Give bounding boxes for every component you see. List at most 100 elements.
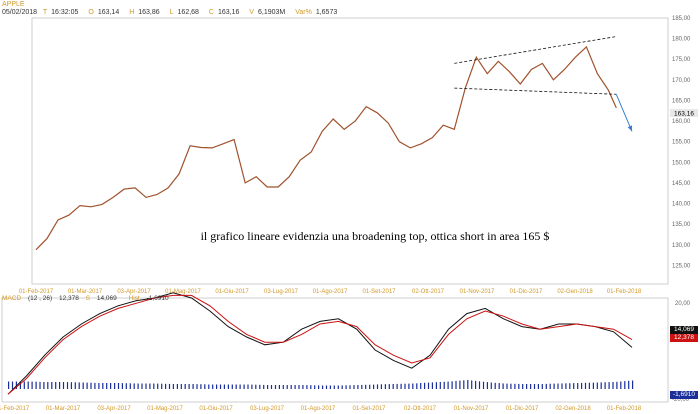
hist-key: Hist — [128, 295, 140, 302]
histogram-bar — [600, 382, 602, 389]
histogram-bar — [384, 384, 386, 389]
histogram-bar — [263, 384, 265, 389]
macd-x-tick-label: 01-Ago-2017 — [301, 406, 336, 412]
histogram-bar — [235, 384, 237, 389]
macd-x-tick-label: 01-Nov-2017 — [454, 406, 489, 412]
histogram-bar — [192, 384, 194, 389]
forecast-arrow — [615, 94, 633, 132]
price-y-tick-label: 140,00 — [672, 202, 691, 208]
histogram-bar — [43, 382, 45, 389]
macd-series-line — [7, 292, 633, 395]
histogram-bar — [188, 384, 190, 389]
histogram-bar — [420, 383, 422, 389]
histogram-bar — [490, 382, 492, 389]
histogram-bar — [157, 383, 159, 389]
macd-x-tick-label: 02-Ott-2017 — [404, 406, 437, 412]
macd-x-tick-label: 01-Mag-2017 — [147, 406, 183, 412]
histogram-bar — [231, 384, 233, 389]
histogram-bar — [522, 384, 524, 389]
histogram-bar — [333, 385, 335, 389]
histogram-bar — [259, 384, 261, 389]
histogram-bar — [380, 384, 382, 389]
quote-date: 05/02/2018 — [2, 9, 38, 16]
macd-y-max: 20,00 — [675, 301, 691, 307]
histogram-bar — [345, 385, 347, 389]
histogram-bar — [537, 384, 539, 389]
histogram-bar — [577, 383, 579, 389]
histogram-bar — [451, 381, 453, 389]
quote-open: 163,14 — [97, 9, 120, 16]
price-y-tick-label: 185,00 — [672, 16, 691, 22]
histogram-bar — [70, 382, 72, 389]
price-x-tick-label: 03-Lug-2017 — [264, 289, 299, 295]
histogram-bar — [204, 384, 206, 389]
price-y-tick-label: 175,00 — [672, 57, 691, 63]
price-x-tick-label: 01-Mag-2017 — [165, 289, 201, 295]
chart-annotation: il grafico lineare evidenzia una broaden… — [201, 229, 550, 243]
histogram-bar — [314, 385, 316, 389]
macd-params: (12 , 26) — [27, 295, 53, 302]
histogram-bar — [365, 384, 367, 389]
histogram-bar — [270, 385, 273, 389]
price-label-box — [670, 109, 698, 117]
histogram-bar — [278, 385, 280, 389]
histogram-bar — [349, 385, 351, 389]
price-x-tick-label: 01-Dic-2017 — [510, 289, 543, 295]
histogram-bar — [478, 381, 481, 389]
price-y-tick-label: 170,00 — [672, 78, 691, 84]
histogram-bar — [153, 383, 155, 389]
histogram-bar — [408, 383, 410, 389]
histogram-bar — [78, 382, 80, 389]
histogram-bar — [149, 383, 151, 389]
signal-series-line — [7, 294, 633, 395]
lower-trendline — [454, 87, 617, 95]
histogram-bar — [573, 383, 575, 389]
histogram-bar — [467, 380, 469, 389]
macd-y-min: -20,00 — [672, 397, 690, 403]
histogram-bar — [35, 381, 37, 389]
chart-title: APPLE — [2, 1, 25, 8]
histogram-bar — [62, 382, 65, 389]
price-x-tick-label: 01-Mar-2017 — [68, 289, 103, 295]
histogram-bar — [243, 384, 245, 389]
histogram-bar — [353, 385, 355, 389]
histogram-bar — [306, 385, 308, 389]
price-series-line — [35, 45, 617, 251]
histogram-bar — [121, 383, 123, 389]
histogram-bar — [412, 383, 414, 389]
histogram-bar — [19, 381, 21, 389]
histogram-bar — [361, 384, 363, 389]
histogram-bar — [369, 384, 371, 389]
price-y-tick-label: 155,00 — [672, 140, 691, 146]
histogram-bar — [286, 385, 288, 389]
macd-x-tick-label: 01-Dic-2017 — [506, 406, 539, 412]
open-key: O — [88, 9, 94, 16]
histogram-bar — [604, 382, 606, 389]
histogram-bar — [388, 384, 390, 389]
histogram-bar — [588, 382, 590, 389]
histogram-bar — [90, 382, 92, 389]
macd-header: MACD (12 , 26) 12,378 S 14,069 Hist -1,6… — [2, 295, 179, 302]
histogram-bar — [502, 383, 504, 389]
histogram-bar — [553, 383, 555, 389]
histogram-bar — [549, 383, 551, 389]
histogram-bar — [557, 383, 559, 389]
price-x-tick-label: 01-Feb-2017 — [19, 289, 54, 295]
histogram-bar — [114, 383, 116, 389]
price-x-axis: 01-Feb-2017 01-Mar-2017 03-Apr-2017 01-Mag-… — [19, 289, 642, 295]
histogram-bar — [23, 381, 25, 389]
histogram-bar — [584, 382, 587, 389]
macd-value: 12,378 — [58, 295, 79, 302]
price-y-axis: 125,00 130,00 135,00 140,00 145,00 150,00 155,… — [672, 16, 691, 269]
histogram-bar — [31, 381, 33, 389]
histogram-bar — [247, 384, 249, 389]
histogram-bar — [545, 383, 547, 389]
histogram-bar — [251, 384, 253, 389]
histogram-bar — [518, 383, 520, 389]
price-y-tick-label: 165,00 — [672, 98, 691, 104]
price-y-tick-label: 150,00 — [672, 160, 691, 166]
histogram-bar — [82, 382, 84, 389]
histogram-bar — [8, 381, 10, 389]
histogram-bar — [239, 384, 241, 389]
histogram-bar — [392, 384, 394, 389]
